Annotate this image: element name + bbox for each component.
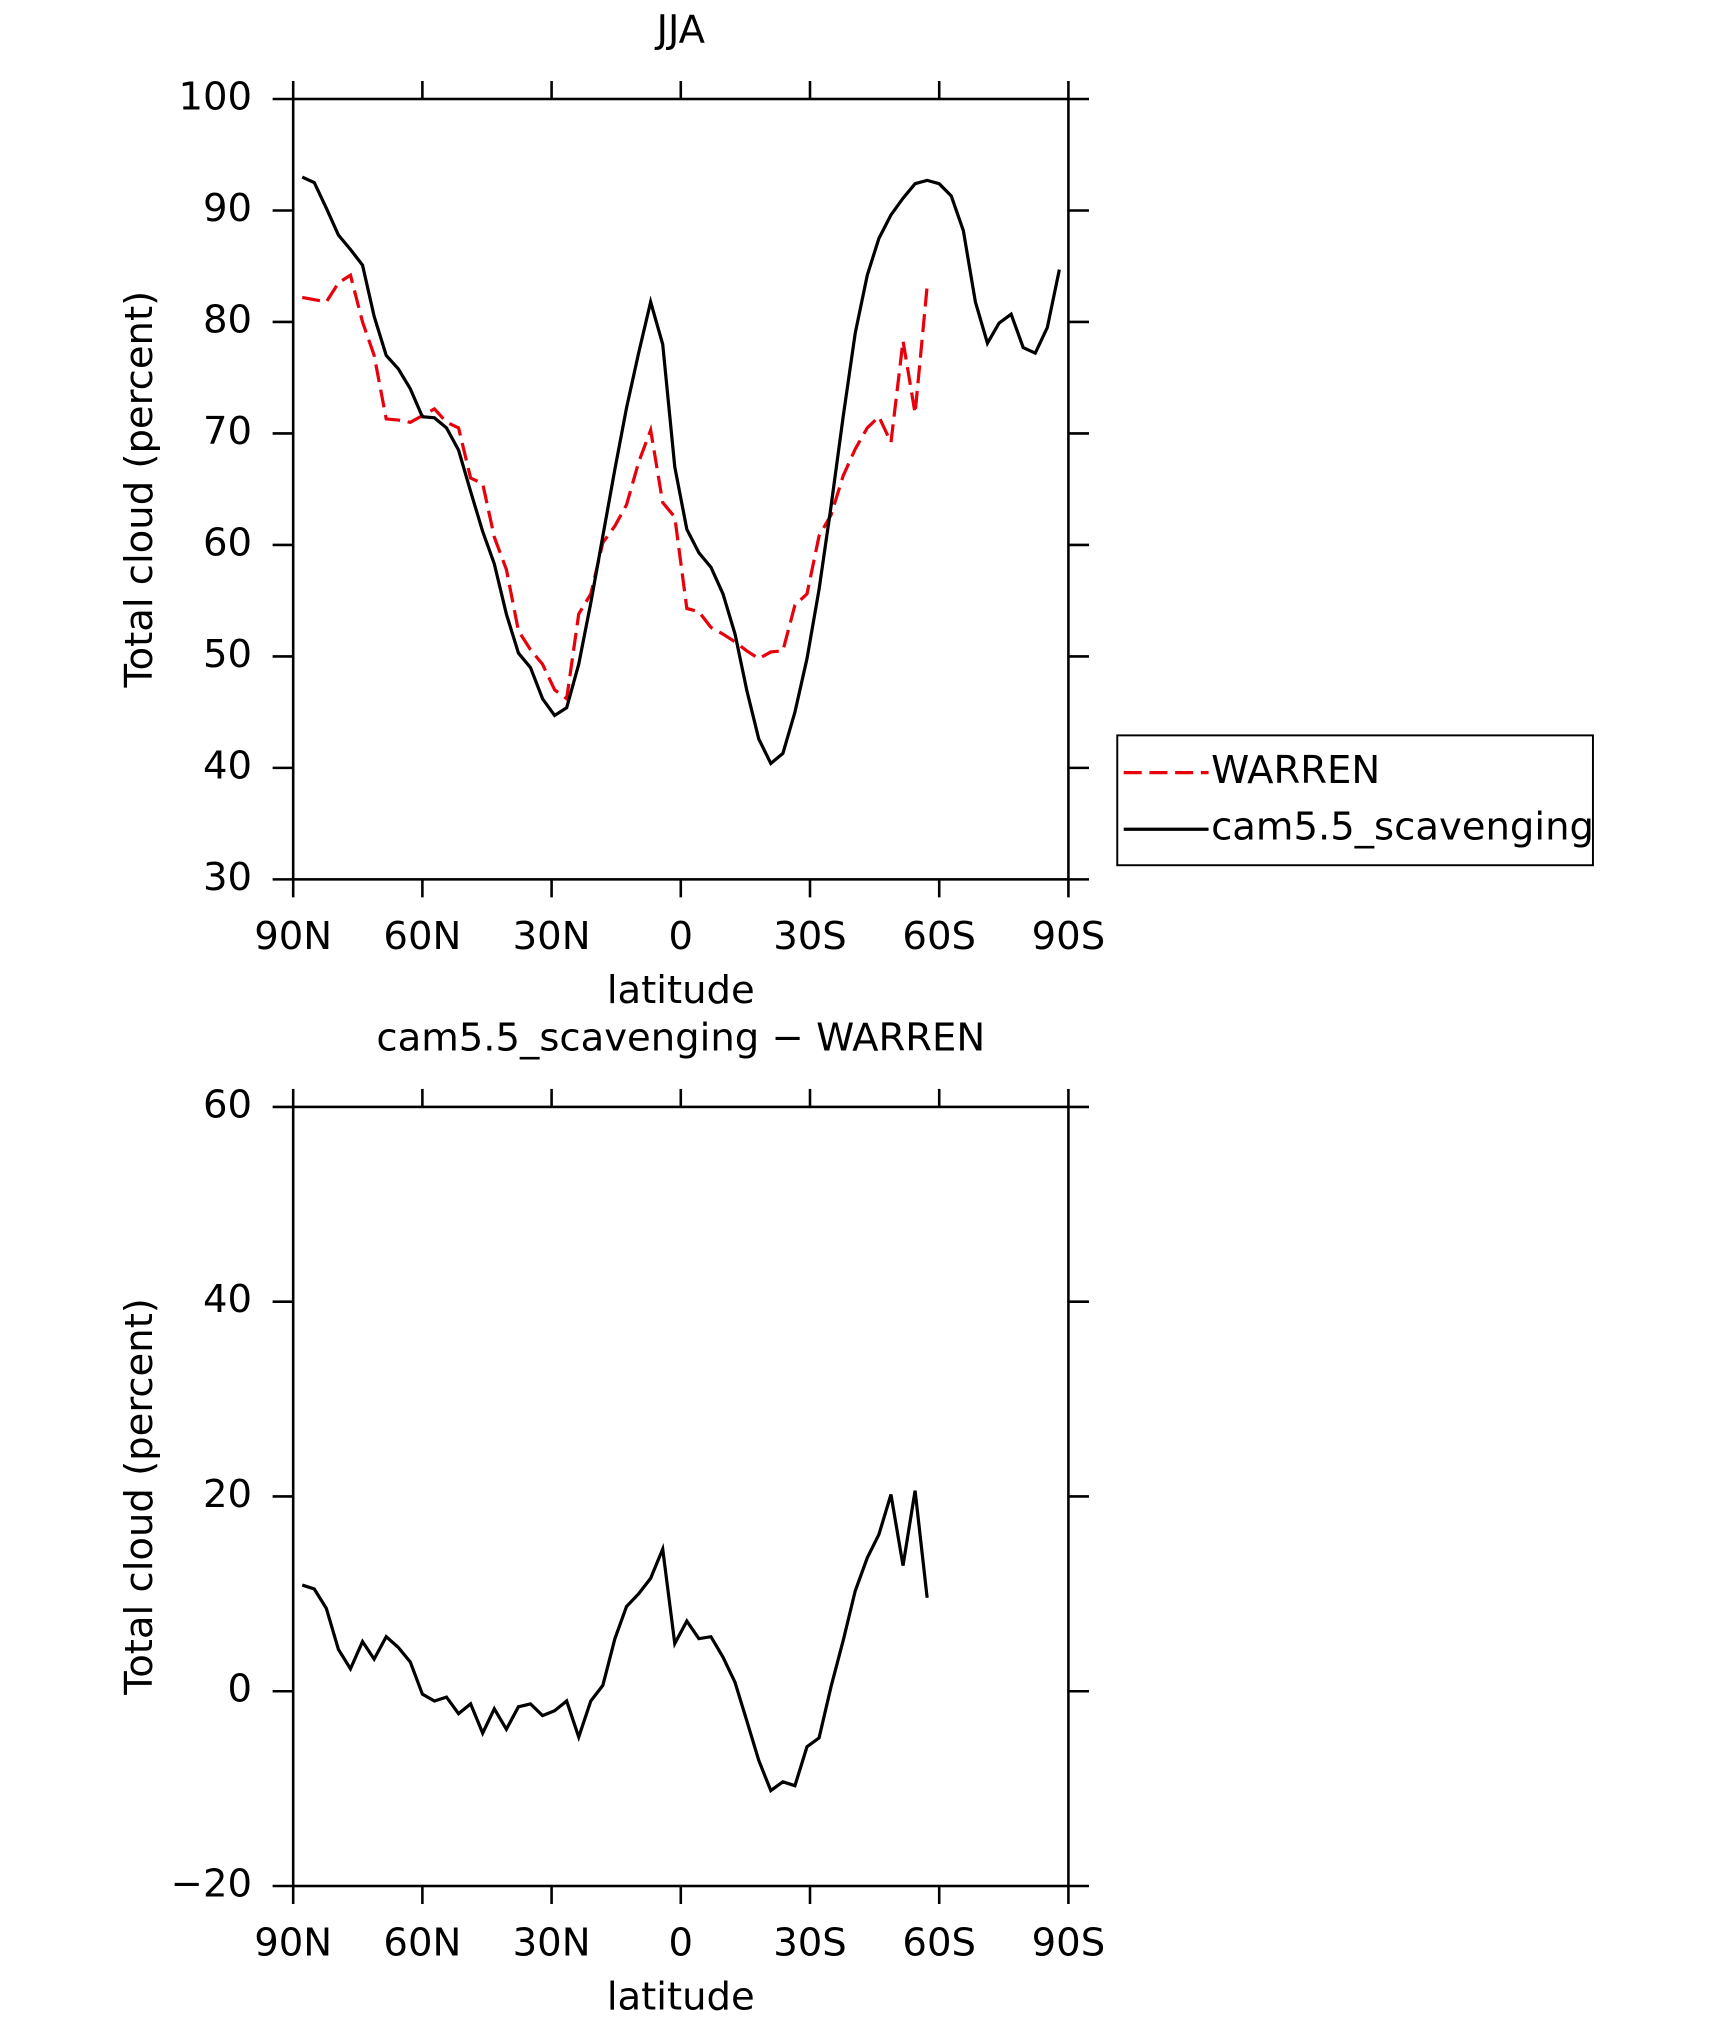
x-tick-label: 90N — [254, 1921, 332, 1966]
x-tick-label: 30N — [513, 1921, 591, 1966]
x-tick-label: 60N — [383, 1921, 461, 1966]
y-tick-label: 70 — [203, 409, 252, 454]
x-axis-label: latitude — [607, 968, 755, 1013]
x-tick-label: 60S — [902, 1921, 976, 1966]
y-tick-label: 60 — [203, 1082, 252, 1127]
y-tick-label: 90 — [203, 186, 252, 231]
x-tick-label: 90N — [254, 914, 332, 959]
y-axis-label: Total cloud (percent) — [117, 1298, 162, 1696]
x-tick-label: 30S — [773, 1921, 847, 1966]
x-axis-label: latitude — [607, 1975, 755, 2020]
x-tick-label: 0 — [669, 914, 694, 959]
data-line — [301, 175, 1061, 766]
chart-title: cam5.5_scavenging − WARREN — [376, 1016, 985, 1061]
x-tick-label: 60N — [383, 914, 461, 959]
x-tick-label: 90S — [1032, 1921, 1106, 1966]
y-tick-label: 40 — [203, 743, 252, 788]
x-tick-label: 30S — [773, 914, 847, 959]
y-tick-label: 80 — [203, 297, 252, 342]
y-tick-label: 0 — [228, 1667, 253, 1712]
data-line — [301, 1490, 929, 1794]
y-tick-label: 100 — [178, 74, 252, 119]
y-tick-label: 60 — [203, 520, 252, 565]
y-tick-label: 50 — [203, 632, 252, 677]
x-tick-label: 90S — [1032, 914, 1106, 959]
y-tick-label: 20 — [203, 1472, 252, 1517]
data-line — [301, 272, 929, 702]
chart-title: JJA — [655, 8, 706, 53]
x-tick-label: 30N — [513, 914, 591, 959]
legend-label: WARREN — [1211, 748, 1380, 793]
plot-frame — [291, 1105, 1070, 1888]
y-axis-label: Total cloud (percent) — [117, 291, 162, 689]
y-tick-label: −20 — [171, 1862, 252, 1907]
y-tick-label: 30 — [203, 855, 252, 900]
x-tick-label: 60S — [902, 914, 976, 959]
x-tick-label: 0 — [669, 1921, 694, 1966]
y-tick-label: 40 — [203, 1277, 252, 1322]
legend-box — [1116, 734, 1594, 867]
legend-label: cam5.5_scavenging — [1211, 805, 1594, 850]
plot-frame — [291, 97, 1070, 881]
